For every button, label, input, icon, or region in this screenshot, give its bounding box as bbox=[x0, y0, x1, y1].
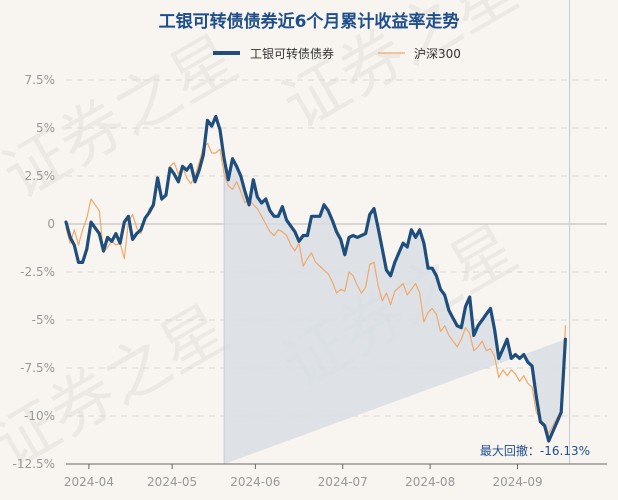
legend-item-index[interactable]: 沪深300 bbox=[378, 47, 461, 61]
x-tick-label: 2024-05 bbox=[147, 475, 197, 489]
legend-item-fund[interactable]: 工银可转债债券 bbox=[213, 46, 334, 61]
y-tick-label: 5% bbox=[36, 121, 55, 135]
series-line-fund bbox=[64, 114, 568, 443]
y-tick-label: -12.5% bbox=[13, 457, 55, 471]
y-tick-label: 2.5% bbox=[25, 169, 56, 183]
y-tick-label: 0 bbox=[47, 217, 55, 231]
x-tick-label: 2024-04 bbox=[64, 475, 114, 489]
y-tick-label: -10% bbox=[24, 409, 55, 423]
legend-label-fund: 工银可转债债券 bbox=[250, 46, 334, 61]
x-tick-label: 2024-09 bbox=[492, 475, 542, 489]
watermark-text: 证券之星 bbox=[0, 22, 250, 214]
x-tick-label: 2024-07 bbox=[318, 475, 368, 489]
grid: 7.5% 5% 2.5% 0 -2.5% -5% -7.5% -10% -12.5% bbox=[13, 73, 607, 471]
x-tick-label: 2024-08 bbox=[405, 475, 455, 489]
legend: 工银可转债债券 沪深300 bbox=[213, 46, 461, 61]
chart-title: 工银可转债债券近6个月累计收益率走势 bbox=[159, 11, 460, 32]
legend-label-index: 沪深300 bbox=[414, 47, 461, 61]
axes: 2024-04 2024-05 2024-06 2024-07 2024-08 2024-… bbox=[64, 463, 607, 489]
drawdown-label: 最大回撤：-16.13% bbox=[480, 443, 590, 458]
y-tick-label: -7.5% bbox=[20, 361, 55, 375]
y-tick-label: -2.5% bbox=[20, 265, 55, 279]
series-line-index bbox=[65, 142, 567, 434]
y-tick-label: -5% bbox=[32, 313, 55, 327]
x-tick-label: 2024-06 bbox=[230, 475, 280, 489]
drawdown-area bbox=[223, 0, 571, 464]
series-layer bbox=[64, 114, 568, 443]
y-tick-label: 7.5% bbox=[25, 73, 56, 87]
drawdown-fill bbox=[224, 158, 566, 464]
